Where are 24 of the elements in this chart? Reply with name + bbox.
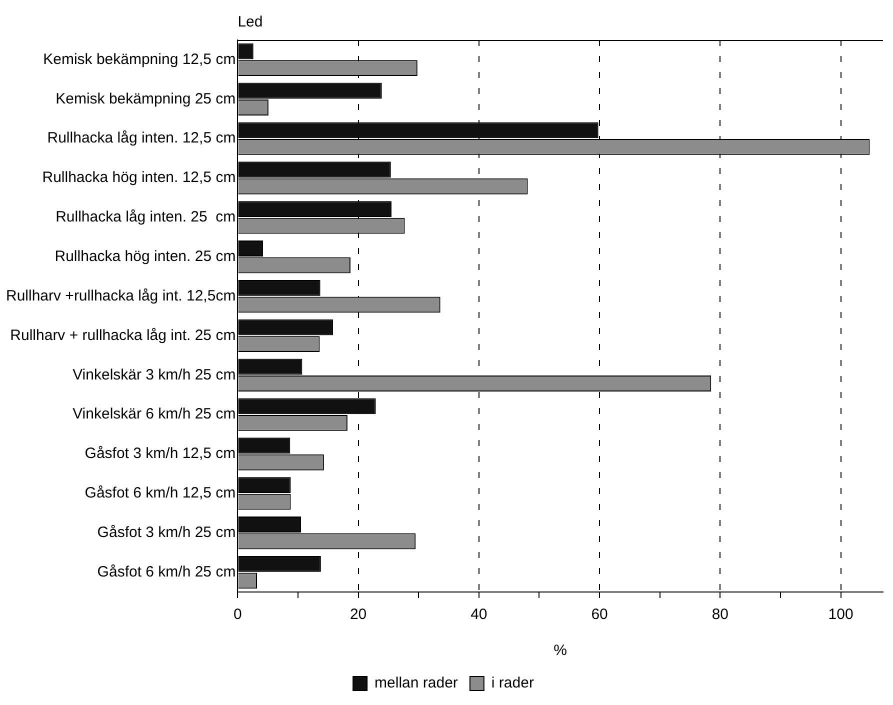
y-tick-label: Rullharv + rullhacka låg int. 25 cm	[10, 326, 236, 344]
y-tick-label: Kemisk bekämpning 12,5 cm	[43, 50, 236, 68]
y-tick-label: Gåsfot 6 km/h 12,5 cm	[84, 484, 236, 502]
x-tick-label: 60	[591, 606, 608, 624]
y-tick-label: Rullhacka hög inten. 25 cm	[54, 248, 236, 265]
y-tick-label: Gåsfot 6 km/h 25 cm	[97, 563, 236, 580]
y-tick-label: Kemisk bekämpning 25 cm	[56, 90, 236, 108]
y-tick-label: Rullhacka låg inten. 12,5 cm	[47, 130, 236, 147]
x-tick-label: 0	[234, 606, 242, 624]
y-tick-label: Vinkelskär 3 km/h 25 cm	[72, 366, 236, 384]
y-tick-label: Gåsfot 3 km/h 25 cm	[97, 524, 236, 541]
x-axis-title: %	[554, 642, 568, 660]
x-tick-label: 80	[712, 606, 729, 624]
legend-label: i rader	[491, 674, 534, 692]
y-tick-label: Rullharv +rullhacka låg int. 12,5cm	[6, 287, 236, 304]
y-axis-title: Led	[238, 14, 263, 31]
y-tick-label: Rullhacka hög inten. 12,5 cm	[42, 169, 236, 186]
y-tick-label: Gåsfot 3 km/h 12,5 cm	[84, 445, 236, 462]
y-tick-label: Rullhacka låg inten. 25 cm	[56, 208, 236, 226]
x-tick-label: 40	[470, 606, 488, 624]
y-tick-label: Vinkelskär 6 km/h 25 cm	[72, 406, 236, 423]
x-tick-label: 20	[350, 606, 367, 624]
x-tick-label: 100	[828, 606, 854, 624]
legend-label: mellan rader	[374, 674, 458, 692]
